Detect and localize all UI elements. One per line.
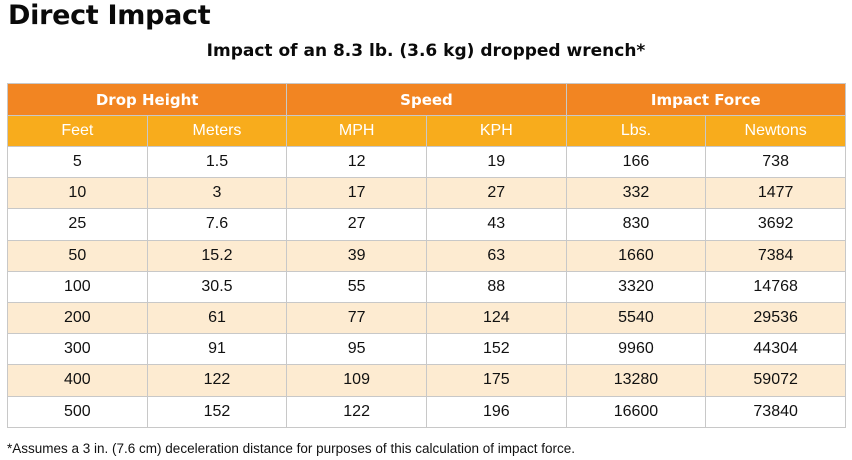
table-cell: 1.5 <box>146 145 288 179</box>
table-row: 50 15.2 39 63 1660 7384 <box>7 239 846 272</box>
table-cell: 5540 <box>565 301 707 335</box>
table-cell: 100 <box>7 270 148 303</box>
table-cell: 63 <box>425 239 567 272</box>
table-cell: 39 <box>286 239 427 272</box>
col-lbs: Lbs. <box>565 115 707 147</box>
table-cell: 500 <box>7 395 148 428</box>
table-cell: 55 <box>286 270 427 303</box>
table-cell: 166 <box>565 145 707 179</box>
table-cell: 3320 <box>565 270 707 303</box>
table-cell: 109 <box>286 364 427 397</box>
table-cell: 122 <box>286 395 427 428</box>
table-row: 10 3 17 27 332 1477 <box>7 177 846 210</box>
table-cell: 29536 <box>705 301 846 335</box>
table-cell: 12 <box>286 145 427 179</box>
table-caption: Impact of an 8.3 lb. (3.6 kg) dropped wr… <box>206 41 646 61</box>
table-cell: 1660 <box>565 239 707 272</box>
footnote: *Assumes a 3 in. (7.6 cm) deceleration d… <box>7 441 576 456</box>
table-cell: 738 <box>705 145 846 179</box>
table-row: 500 152 122 196 16600 73840 <box>7 395 846 428</box>
page-title: Direct Impact <box>8 0 211 31</box>
table-cell: 43 <box>425 208 567 241</box>
table-body: 5 1.5 12 19 166 738 10 3 17 27 332 1477 25 7.6 27 43 830… <box>7 145 846 428</box>
table-cell: 15.2 <box>146 239 288 272</box>
col-mph: MPH <box>286 115 427 147</box>
table-row: 100 30.5 55 88 3320 14768 <box>7 270 846 303</box>
table-cell: 152 <box>425 333 567 366</box>
table-cell: 400 <box>7 364 148 397</box>
table-cell: 3692 <box>705 208 846 241</box>
group-header-row: Drop Height Speed Impact Force <box>6 83 847 116</box>
impact-table: Drop Height Speed Impact Force Feet Mete… <box>6 83 847 428</box>
table-cell: 16600 <box>565 395 707 428</box>
table-cell: 122 <box>146 364 288 397</box>
table-row: 200 61 77 124 5540 29536 <box>7 301 846 335</box>
table-cell: 59072 <box>705 364 846 397</box>
table-cell: 3 <box>146 177 288 210</box>
table-cell: 13280 <box>565 364 707 397</box>
table-row: 5 1.5 12 19 166 738 <box>7 145 846 179</box>
col-feet: Feet <box>7 115 148 147</box>
table-cell: 30.5 <box>146 270 288 303</box>
col-newtons: Newtons <box>705 115 846 147</box>
table-cell: 124 <box>425 301 567 335</box>
group-impact-force: Impact Force <box>565 83 847 116</box>
table-cell: 50 <box>7 239 148 272</box>
table-cell: 27 <box>425 177 567 210</box>
unit-header-row: Feet Meters MPH KPH Lbs. Newtons <box>7 115 846 147</box>
table-cell: 19 <box>425 145 567 179</box>
table-cell: 44304 <box>705 333 846 366</box>
table-cell: 17 <box>286 177 427 210</box>
table-cell: 1477 <box>705 177 846 210</box>
table-cell: 7.6 <box>146 208 288 241</box>
table-cell: 73840 <box>705 395 846 428</box>
table-row: 25 7.6 27 43 830 3692 <box>7 208 846 241</box>
table-cell: 9960 <box>565 333 707 366</box>
table-cell: 77 <box>286 301 427 335</box>
group-drop-height: Drop Height <box>6 83 288 116</box>
col-kph: KPH <box>425 115 567 147</box>
table-cell: 61 <box>146 301 288 335</box>
table-cell: 300 <box>7 333 148 366</box>
table-cell: 88 <box>425 270 567 303</box>
table-cell: 25 <box>7 208 148 241</box>
table-cell: 27 <box>286 208 427 241</box>
table-row: 300 91 95 152 9960 44304 <box>7 333 846 366</box>
table-cell: 5 <box>7 145 148 179</box>
table-cell: 175 <box>425 364 567 397</box>
table-cell: 7384 <box>705 239 846 272</box>
table-cell: 152 <box>146 395 288 428</box>
group-speed: Speed <box>286 83 567 116</box>
table-cell: 830 <box>565 208 707 241</box>
table-cell: 10 <box>7 177 148 210</box>
table-row: 400 122 109 175 13280 59072 <box>7 364 846 397</box>
table-cell: 14768 <box>705 270 846 303</box>
col-meters: Meters <box>146 115 288 147</box>
table-cell: 332 <box>565 177 707 210</box>
table-cell: 196 <box>425 395 567 428</box>
table-cell: 200 <box>7 301 148 335</box>
table-cell: 95 <box>286 333 427 366</box>
table-cell: 91 <box>146 333 288 366</box>
